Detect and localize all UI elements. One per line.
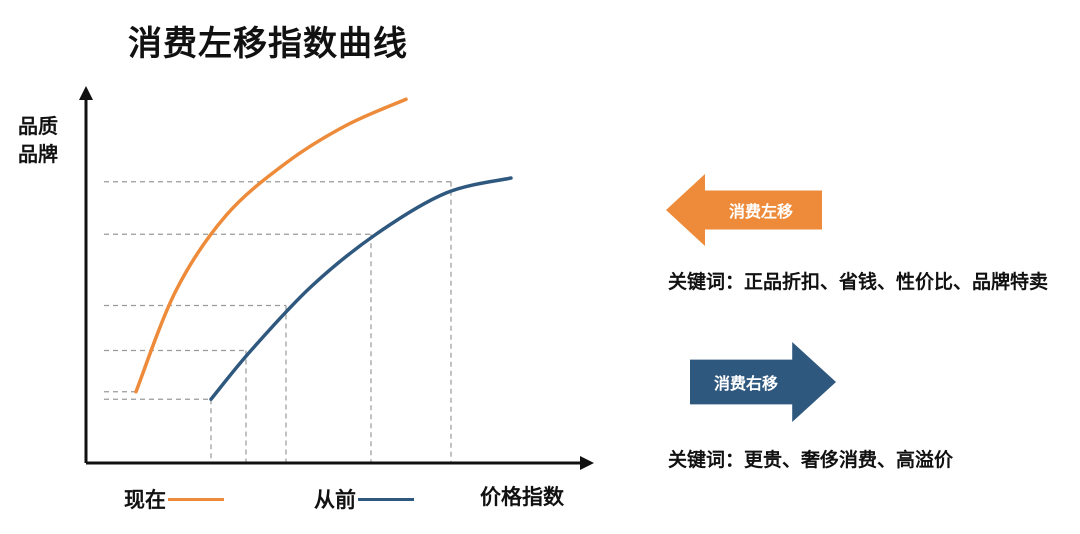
line-chart [79, 86, 594, 470]
series-line-before [209, 176, 513, 401]
y-axis-arrowhead [79, 86, 93, 100]
left-shift-keywords: 关键词：正品折扣、省钱、性价比、品牌特卖 [668, 271, 1049, 293]
chart-title: 消费左移指数曲线 [128, 24, 408, 64]
x-axis-arrowhead [580, 456, 594, 470]
consumption-left-shift-arrow: 消费左移 [666, 174, 822, 246]
x-axis-label: 价格指数 [480, 485, 564, 509]
arrow-right-label: 消费右移 [713, 374, 778, 393]
arrow-left-label: 消费左移 [728, 202, 793, 221]
legend-item-before: 从前 [314, 484, 414, 514]
consumption-right-shift-arrow: 消费右移 [690, 342, 836, 422]
legend-swatch-now [168, 497, 224, 501]
legend-label-before: 从前 [314, 488, 356, 512]
series-line-now [134, 97, 408, 394]
legend-item-now: 现在 [124, 484, 224, 514]
y-axis-label-line: 品质 [18, 114, 58, 138]
y-axis-label-line: 品牌 [18, 142, 58, 166]
guide-lines [104, 181, 452, 463]
legend-swatch-before [358, 497, 414, 501]
y-axis-label: 品质 品牌 [18, 112, 66, 168]
legend-label-now: 现在 [124, 488, 166, 512]
right-shift-keywords: 关键词：更贵、奢侈消费、高溢价 [668, 449, 954, 471]
axes [79, 86, 594, 470]
